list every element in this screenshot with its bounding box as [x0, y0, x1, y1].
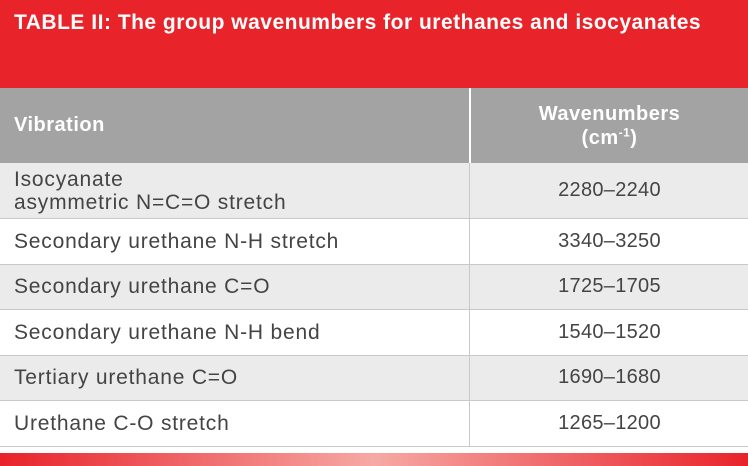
table-row: Secondary urethane C=O 1725–1705 [0, 264, 748, 310]
cell-text: Tertiary urethane C=O [14, 366, 238, 390]
wavenumber-cell: 2280–2240 [469, 163, 748, 218]
vibration-cell: Urethane C-O stretch [14, 401, 230, 446]
wavenumber-cell: 1690–1680 [469, 355, 748, 400]
cell-text: Urethane C-O stretch [14, 411, 230, 435]
cell-text: Secondary urethane C=O [14, 275, 271, 299]
vibration-cell: Tertiary urethane C=O [14, 356, 238, 401]
wavenumber-cell: 1265–1200 [469, 401, 748, 446]
cell-text: Isocyanate [14, 167, 124, 191]
unit-exponent: -1 [618, 124, 631, 139]
wavenumber-cell: 1540–1520 [469, 310, 748, 355]
wavenumber-cell: 3340–3250 [469, 219, 748, 264]
wavenumber-cell: 1725–1705 [469, 264, 748, 309]
cell-text: Secondary urethane N-H bend [14, 320, 321, 344]
header-cell: Wavenumbers (cm-1) [469, 88, 748, 163]
cell-text: asymmetric N=C=O stretch [14, 190, 287, 214]
table-row: Tertiary urethane C=O 1690–1680 [0, 355, 748, 401]
vibration-cell: Secondary urethane N-H stretch [14, 219, 339, 264]
vibration-cell: Secondary urethane N-H bend [14, 310, 320, 355]
cell-text: Secondary urethane N-H stretch [14, 229, 340, 253]
header-cell: Vibration [14, 114, 105, 136]
table-row: Secondary urethane N-H stretch 3340–3250 [0, 219, 748, 265]
table-row: Isocyanate asymmetric N=C=O stretch 2280–2… [0, 163, 748, 219]
vibration-cell: Isocyanate asymmetric N=C=O stretch [14, 163, 286, 218]
header-unit: (cm-1) [582, 126, 638, 150]
table-header: Vibration Wavenumbers (cm-1) [0, 88, 748, 163]
footer-bar [0, 453, 748, 466]
unit-text: (cm [581, 126, 619, 149]
table-title: TABLE II: The group wavenumbers for uret… [0, 0, 748, 88]
table-row: Secondary urethane N-H bend 1540–1520 [0, 310, 748, 356]
unit-text: ) [630, 126, 638, 149]
vibration-cell: Secondary urethane C=O [14, 265, 270, 310]
header-text: Wavenumbers [538, 102, 681, 125]
table-row: Urethane C-O stretch 1265–1200 [0, 401, 748, 447]
